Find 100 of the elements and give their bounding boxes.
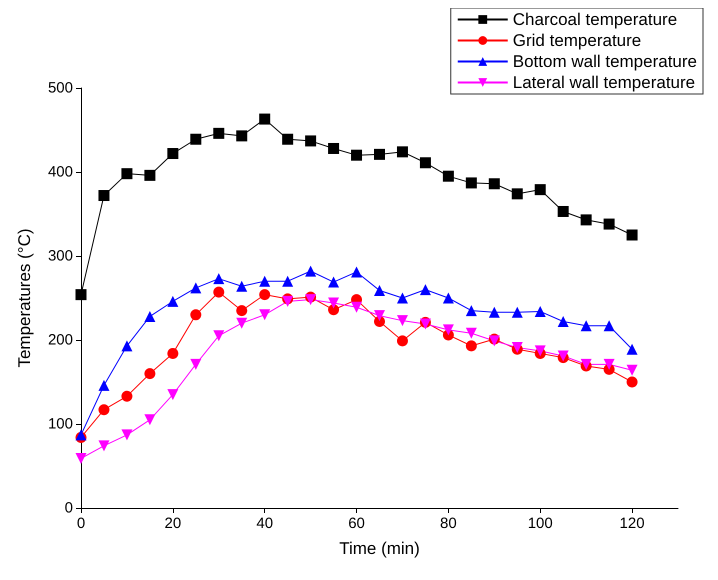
point — [190, 358, 202, 370]
point — [98, 190, 110, 202]
y-tick-label: 300 — [48, 248, 73, 264]
point — [282, 134, 294, 145]
point — [121, 390, 132, 402]
point — [580, 214, 592, 226]
point — [442, 292, 454, 304]
point — [305, 294, 316, 306]
legend-label: Bottom wall temperature — [512, 52, 698, 71]
point — [374, 310, 385, 322]
point — [420, 284, 431, 296]
point — [328, 298, 340, 309]
x-tick-label: 60 — [348, 515, 365, 532]
point — [558, 316, 569, 328]
point — [144, 170, 156, 181]
point — [558, 206, 569, 217]
point — [213, 330, 224, 342]
point — [236, 318, 248, 329]
y-tick-label: 500 — [48, 80, 73, 96]
x-tick-label: 120 — [620, 515, 645, 532]
point — [374, 284, 385, 296]
point — [488, 306, 500, 318]
point — [213, 128, 224, 139]
y-tick-label: 100 — [48, 416, 73, 432]
x-tick-label: 0 — [76, 515, 86, 532]
point — [121, 168, 132, 180]
point — [328, 276, 340, 288]
point — [420, 157, 431, 168]
point — [442, 324, 454, 336]
legend-label: Charcoal temperature — [512, 10, 678, 29]
point — [144, 414, 156, 426]
point — [396, 146, 408, 158]
point — [442, 170, 454, 182]
point — [282, 276, 294, 287]
point — [351, 302, 362, 313]
point — [626, 230, 638, 240]
point — [213, 273, 224, 284]
point — [236, 305, 248, 316]
point — [98, 404, 110, 416]
y-tick-label: 0 — [64, 500, 73, 516]
x-tick-label: 80 — [440, 515, 457, 532]
point — [328, 304, 340, 316]
point — [259, 114, 270, 125]
point — [466, 305, 477, 316]
point — [396, 292, 408, 304]
point — [144, 368, 156, 380]
point — [282, 296, 294, 307]
point — [374, 148, 385, 160]
point — [305, 266, 316, 277]
point — [167, 296, 178, 307]
point — [190, 282, 202, 294]
point — [190, 134, 202, 145]
point — [626, 364, 638, 376]
point — [76, 452, 86, 464]
point — [167, 148, 178, 160]
legend-label: Lateral wall temperature — [512, 73, 696, 92]
point — [466, 328, 477, 339]
point — [259, 276, 270, 287]
point — [121, 340, 132, 352]
point — [534, 306, 546, 317]
point — [466, 340, 477, 352]
point — [236, 280, 248, 292]
legend-label: Grid temperature — [512, 31, 642, 50]
y-axis-title: Temperatures (°C) — [15, 228, 34, 368]
x-axis-title: Time (min) — [339, 539, 420, 558]
point — [626, 376, 638, 388]
x-tick-label: 20 — [164, 515, 182, 532]
x-tick-label: 40 — [256, 515, 274, 532]
point — [213, 286, 224, 298]
point — [167, 348, 178, 359]
point — [121, 429, 132, 440]
point — [396, 315, 408, 326]
point — [534, 345, 546, 356]
point — [604, 320, 615, 332]
point — [190, 309, 202, 320]
point — [351, 266, 362, 278]
y-tick-label: 400 — [48, 164, 73, 180]
point — [512, 306, 523, 318]
point — [604, 358, 615, 370]
point — [351, 150, 362, 161]
point — [259, 289, 270, 300]
point — [236, 130, 248, 142]
x-tick-label: 100 — [528, 515, 553, 532]
point — [396, 335, 408, 346]
point — [604, 218, 615, 230]
point — [534, 184, 546, 196]
point — [98, 380, 110, 391]
point — [328, 142, 340, 154]
point — [259, 309, 270, 320]
point — [305, 135, 316, 146]
point — [98, 440, 110, 452]
point — [144, 310, 156, 322]
point — [76, 429, 86, 440]
point — [76, 289, 86, 300]
point — [512, 188, 523, 200]
y-tick-label: 200 — [48, 332, 73, 348]
point — [626, 344, 638, 355]
point — [466, 177, 477, 188]
point — [167, 389, 178, 400]
point — [488, 178, 500, 190]
